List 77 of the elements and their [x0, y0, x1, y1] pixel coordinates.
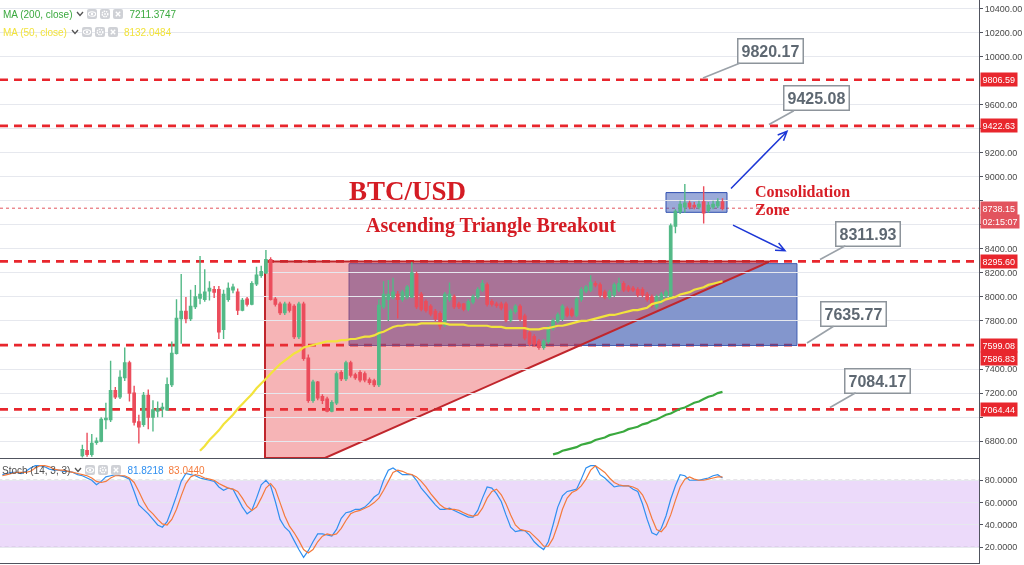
- candlestick: [188, 289, 193, 322]
- y-tick-label: 10000.00: [984, 51, 1023, 62]
- annotation: 7635.77: [824, 305, 883, 323]
- y-tick-label: 40.0000: [984, 520, 1018, 531]
- y-tick-label: 9200.00: [984, 147, 1018, 158]
- y-tick-label: 10400.00: [984, 3, 1023, 14]
- candlestick: [311, 379, 315, 404]
- y-tick-label: 9600.00: [984, 99, 1018, 110]
- y-tick-label: 6800.00: [984, 436, 1018, 447]
- candlestick: [565, 305, 570, 319]
- text: 02:15:07: [982, 216, 1018, 227]
- annotation: 9425.08: [787, 89, 846, 107]
- y-tick-label: 60.0000: [984, 497, 1018, 508]
- candlestick: [348, 359, 353, 379]
- text: MA (200, close): [3, 8, 73, 20]
- candlestick: [715, 197, 720, 209]
- y-tick-label: 8400.00: [984, 243, 1018, 254]
- ref-line-label: 8295.60: [982, 256, 1016, 267]
- candlestick: [409, 261, 414, 299]
- candlestick: [697, 200, 701, 210]
- y-tick-label: 8200.00: [984, 268, 1018, 279]
- candlestick: [494, 301, 499, 309]
- candlestick: [701, 185, 706, 225]
- ref-line-label: 7599.08: [982, 340, 1016, 351]
- candlestick: [315, 380, 320, 401]
- line-series: [551, 390, 724, 456]
- candlestick: [282, 301, 287, 316]
- annotation: 83.0440: [168, 464, 205, 476]
- annotation: 8311.93: [839, 225, 897, 243]
- candlestick: [184, 296, 188, 325]
- candlestick: [508, 308, 513, 323]
- text: MA (50, close): [3, 26, 67, 38]
- candlestick: [339, 369, 344, 382]
- candlestick: [325, 395, 329, 414]
- candlestick: [532, 333, 537, 347]
- candlestick: [292, 303, 297, 340]
- candlestick: [588, 274, 593, 293]
- text: Ascending Triangle Breakout: [366, 214, 617, 237]
- candlestick: [386, 279, 391, 322]
- ref-line-label: 8738.15: [982, 203, 1016, 214]
- candlestick: [85, 432, 89, 458]
- candlestick: [344, 359, 348, 382]
- y-tick-label: 10200.00: [984, 27, 1023, 38]
- candlestick: [395, 290, 400, 320]
- y-tick-label: 7200.00: [984, 388, 1018, 399]
- candlestick: [372, 377, 377, 388]
- candlestick: [113, 386, 118, 400]
- annotation: 8132.0484: [123, 26, 172, 38]
- ref-line-label: 7064.44: [982, 404, 1016, 415]
- candlestick: [612, 281, 617, 298]
- line-series: [198, 280, 724, 452]
- annotation: 7211.3747: [129, 8, 177, 20]
- y-tick-label: 7400.00: [984, 364, 1018, 375]
- candlestick: [466, 298, 471, 313]
- annotation: 7084.17: [848, 372, 907, 390]
- candlestick: [635, 286, 640, 298]
- y-tick-label: 20.0000: [984, 542, 1018, 553]
- ref-line-label: 9806.59: [982, 74, 1016, 85]
- candlestick: [245, 296, 249, 308]
- annotation: Consolidation Zone: [755, 183, 852, 219]
- annotation: 9820.17: [741, 42, 800, 60]
- candlestick: [452, 293, 457, 310]
- annotation: 81.8218: [127, 464, 164, 476]
- candlestick: [362, 370, 367, 383]
- candlestick: [89, 433, 94, 458]
- y-tick-label: 8000.00: [984, 292, 1018, 303]
- candlestick: [146, 388, 151, 430]
- y-tick-label: 9000.00: [984, 171, 1018, 182]
- candlestick: [682, 183, 687, 214]
- candlestick: [235, 287, 240, 316]
- y-tick-label: 7800.00: [984, 316, 1018, 327]
- text: BTC/USD: [349, 176, 467, 206]
- text: 7586.83: [982, 353, 1016, 364]
- y-tick-label: 80.0000: [984, 475, 1018, 486]
- ref-line-label: 9422.63: [982, 120, 1016, 131]
- candlestick: [428, 303, 433, 317]
- candlestick: [297, 301, 301, 340]
